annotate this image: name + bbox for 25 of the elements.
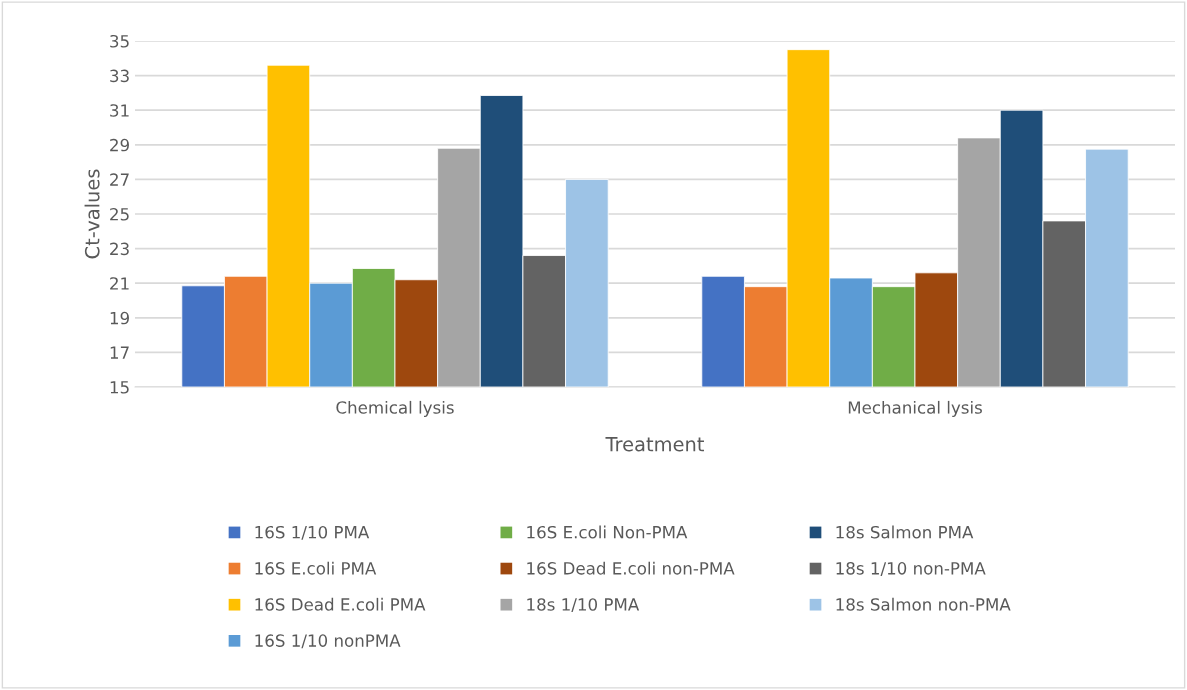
y-tick-label: 25 — [110, 207, 129, 221]
legend-label: 16S E.coli Non-PMA — [527, 525, 688, 539]
x-axis-title: Treatment — [605, 437, 704, 452]
legend-label: 16S Dead E.coli PMA — [255, 597, 426, 611]
y-tick-label: 33 — [110, 69, 129, 83]
legend-label: 16S 1/10 nonPMA — [255, 634, 401, 649]
legend-label: 18s Salmon non-PMA — [836, 597, 1011, 611]
y-tick-label: 19 — [110, 311, 129, 325]
x-tick-label: Mechanical lysis — [848, 400, 982, 418]
legend-label: 16S E.coli PMA — [255, 561, 377, 575]
y-tick-label: 27 — [110, 173, 129, 186]
y-tick-label: 29 — [110, 138, 129, 152]
y-tick-label: 31 — [110, 104, 129, 117]
y-axis-title: Ct-values — [84, 169, 100, 259]
y-tick-label: 17 — [110, 346, 129, 359]
y-tick-label: 35 — [110, 34, 129, 48]
legend-label: 16S 1/10 PMA — [255, 525, 370, 540]
legend-label: 18s 1/10 PMA — [527, 598, 640, 613]
legend-label: 16S Dead E.coli non-PMA — [527, 561, 735, 575]
y-tick-label: 21 — [110, 277, 129, 290]
legend-label: 18s Salmon PMA — [836, 525, 974, 539]
y-tick-label: 15 — [110, 381, 129, 394]
x-tick-label: Chemical lysis — [336, 400, 454, 418]
legend-label: 18s 1/10 non-PMA — [836, 562, 986, 576]
y-tick-label: 23 — [110, 242, 129, 256]
